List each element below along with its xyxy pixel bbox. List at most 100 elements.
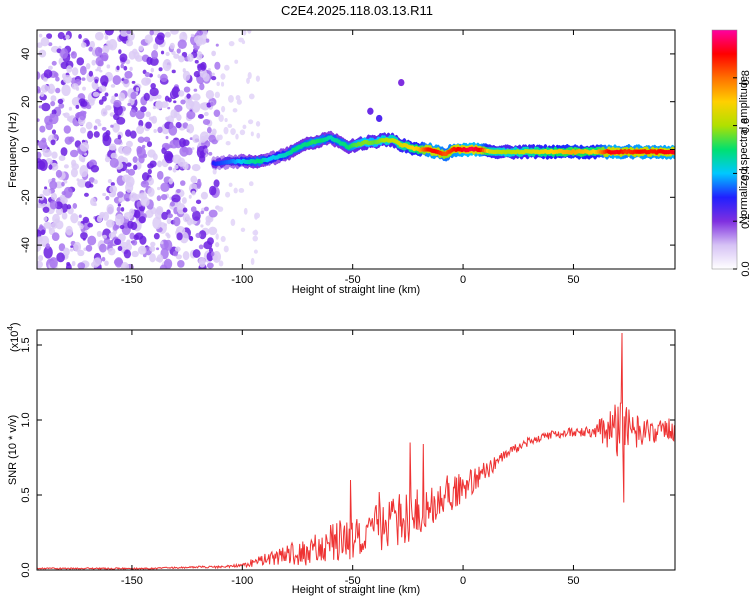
noise-speckle (242, 124, 247, 130)
noise-speckle (153, 232, 160, 240)
noise-speckle (191, 93, 201, 101)
noise-speckle (218, 260, 224, 267)
noise-speckle (208, 209, 218, 218)
noise-speckle (87, 235, 97, 246)
noise-speckle (92, 91, 100, 97)
noise-speckle (131, 239, 138, 246)
noise-speckle (38, 254, 44, 262)
noise-speckle (49, 180, 58, 190)
noise-speckle (114, 238, 122, 246)
noise-speckle (100, 108, 108, 117)
noise-speckle (69, 149, 79, 158)
noise-speckle (206, 126, 212, 134)
noise-speckle (88, 46, 94, 52)
noise-speckle (250, 131, 254, 137)
noise-speckle (248, 181, 254, 187)
noise-speckle (37, 42, 43, 48)
noise-speckle (252, 235, 259, 242)
noise-speckle (129, 66, 133, 72)
noise-speckle (69, 248, 74, 252)
noise-speckle (130, 221, 138, 231)
noise-speckle (93, 131, 100, 138)
noise-speckle (160, 194, 168, 201)
noise-speckle (127, 168, 136, 176)
noise-speckle (119, 224, 125, 230)
noise-speckle (63, 179, 68, 184)
noise-speckle (129, 109, 137, 118)
noise-speckle (194, 59, 199, 64)
y-tick-label: -40 (20, 237, 32, 253)
colorbar-tick-label: 0.0 (740, 261, 750, 276)
noise-speckle (78, 110, 87, 121)
noise-speckle (210, 251, 215, 257)
noise-speckle (200, 191, 209, 200)
noise-speckle (157, 126, 163, 134)
noise-speckle (146, 141, 153, 148)
colorbar-ticks: 0.0 0.2 0.4 0.6 0.8 (733, 70, 750, 277)
noise-speckle (60, 147, 68, 157)
x-tick-label: -50 (345, 575, 361, 587)
noise-speckle (220, 235, 226, 242)
noise-speckle (71, 260, 76, 267)
noise-speckle (149, 87, 159, 97)
noise-speckle (122, 146, 132, 156)
x-tick-label: 50 (567, 274, 579, 286)
noise-speckle (125, 39, 134, 47)
noise-speckle (118, 92, 126, 102)
noise-speckle (61, 73, 67, 79)
noise-speckle (131, 250, 139, 258)
noise-speckle (147, 168, 152, 175)
noise-speckle (187, 53, 194, 63)
noise-speckle (175, 254, 182, 260)
noise-speckle (90, 164, 100, 173)
noise-speckle (167, 106, 171, 110)
noise-speckle (99, 243, 107, 253)
noise-speckle (70, 213, 79, 224)
noise-speckle (126, 30, 132, 35)
noise-speckle (79, 164, 89, 178)
noise-speckle (65, 34, 70, 40)
noise-speckle (164, 239, 173, 251)
noise-speckle (188, 235, 193, 241)
noise-speckle (79, 127, 87, 134)
noise-speckle (108, 143, 117, 151)
noise-speckle (39, 224, 44, 230)
noise-speckle (70, 51, 77, 59)
noise-speckle (61, 84, 71, 97)
spectral-blob (398, 78, 405, 87)
noise-speckle (223, 245, 229, 253)
noise-speckle (247, 71, 252, 80)
noise-speckle (37, 88, 41, 94)
noise-speckle (65, 263, 72, 269)
noise-speckle (107, 247, 116, 256)
noise-speckle (156, 195, 162, 202)
noise-speckle (185, 147, 193, 156)
noise-speckle (66, 65, 73, 73)
noise-speckle (96, 66, 101, 72)
colorbar-label: Normalized spectral amplitude (738, 76, 750, 224)
noise-speckle (243, 207, 248, 215)
noise-speckle (94, 31, 104, 41)
noise-speckle (171, 86, 181, 99)
noise-speckle (47, 88, 54, 94)
noise-speckle (158, 67, 163, 72)
noise-speckle (171, 69, 176, 74)
noise-speckle (178, 55, 185, 63)
x-tick-label: -100 (231, 575, 253, 587)
x-tick-label: -100 (231, 274, 253, 286)
noise-speckle (149, 253, 156, 263)
noise-speckle (138, 192, 148, 200)
noise-speckle (149, 30, 154, 36)
noise-speckle (151, 115, 158, 124)
noise-speckle (186, 110, 196, 120)
noise-speckle (68, 136, 75, 143)
noise-speckle (156, 254, 164, 263)
noise-speckle (117, 134, 122, 140)
colorbar: 0.0 0.2 0.4 0.6 0.8 Normalized spectral ampl… (711, 29, 750, 277)
noise-speckle (209, 185, 217, 196)
noise-speckle (45, 243, 51, 249)
noise-speckle (250, 257, 255, 266)
noise-speckle (113, 99, 122, 108)
noise-speckle (106, 64, 111, 69)
noise-speckle (211, 72, 215, 76)
